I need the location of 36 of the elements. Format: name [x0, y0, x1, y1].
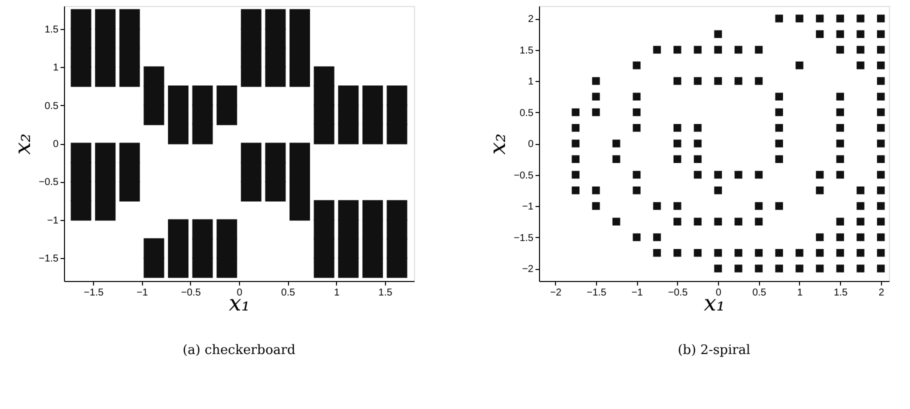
x-tick-label: −0.5 — [668, 288, 688, 298]
y-axis-title: x₂ — [10, 133, 36, 155]
y-tick-label: 1 — [528, 76, 534, 88]
y-tick-label: −1.5 — [38, 254, 59, 265]
x-tick-label: −1 — [136, 288, 148, 298]
y-tick-label: −0.5 — [38, 177, 59, 188]
x-tick-label: 0.5 — [281, 288, 296, 298]
x-tick-label: 0 — [716, 288, 722, 298]
y-tick-label: −1 — [522, 202, 534, 212]
x-tick-label: 2 — [878, 288, 885, 298]
x-tick-label: 1 — [334, 288, 340, 298]
text: (b) 2-spiral — [678, 343, 750, 358]
y-tick-label: 1 — [52, 62, 59, 74]
y-tick-label: 2 — [528, 14, 534, 25]
y-tick-label: 1.5 — [520, 45, 534, 56]
y-tick-label: −2 — [522, 264, 534, 275]
y-tick-label: −1 — [47, 215, 59, 226]
y-axis-title: x₂ — [486, 133, 511, 155]
y-tick-label: 0 — [52, 139, 59, 150]
x-tick-label: −2 — [550, 288, 562, 298]
x-tick-label: 1.5 — [834, 288, 848, 298]
x-tick-label: 0.5 — [752, 288, 767, 298]
x-tick-label: −1.5 — [586, 288, 607, 298]
x-tick-label: 1.5 — [378, 288, 393, 298]
y-tick-label: −1.5 — [514, 232, 534, 244]
x-tick-label: −1.5 — [84, 288, 104, 298]
y-tick-label: 1.5 — [44, 24, 59, 36]
x-tick-label: −1 — [631, 288, 644, 298]
y-tick-label: 0.5 — [44, 100, 59, 112]
x-tick-label: 0 — [236, 288, 243, 298]
text: (a) checkerboard — [182, 343, 296, 358]
x-tick-label: −0.5 — [181, 288, 202, 298]
y-tick-label: 0.5 — [520, 108, 534, 119]
y-tick-label: 0 — [528, 139, 534, 150]
x-tick-label: 1 — [797, 288, 804, 298]
y-tick-label: −0.5 — [514, 170, 534, 182]
